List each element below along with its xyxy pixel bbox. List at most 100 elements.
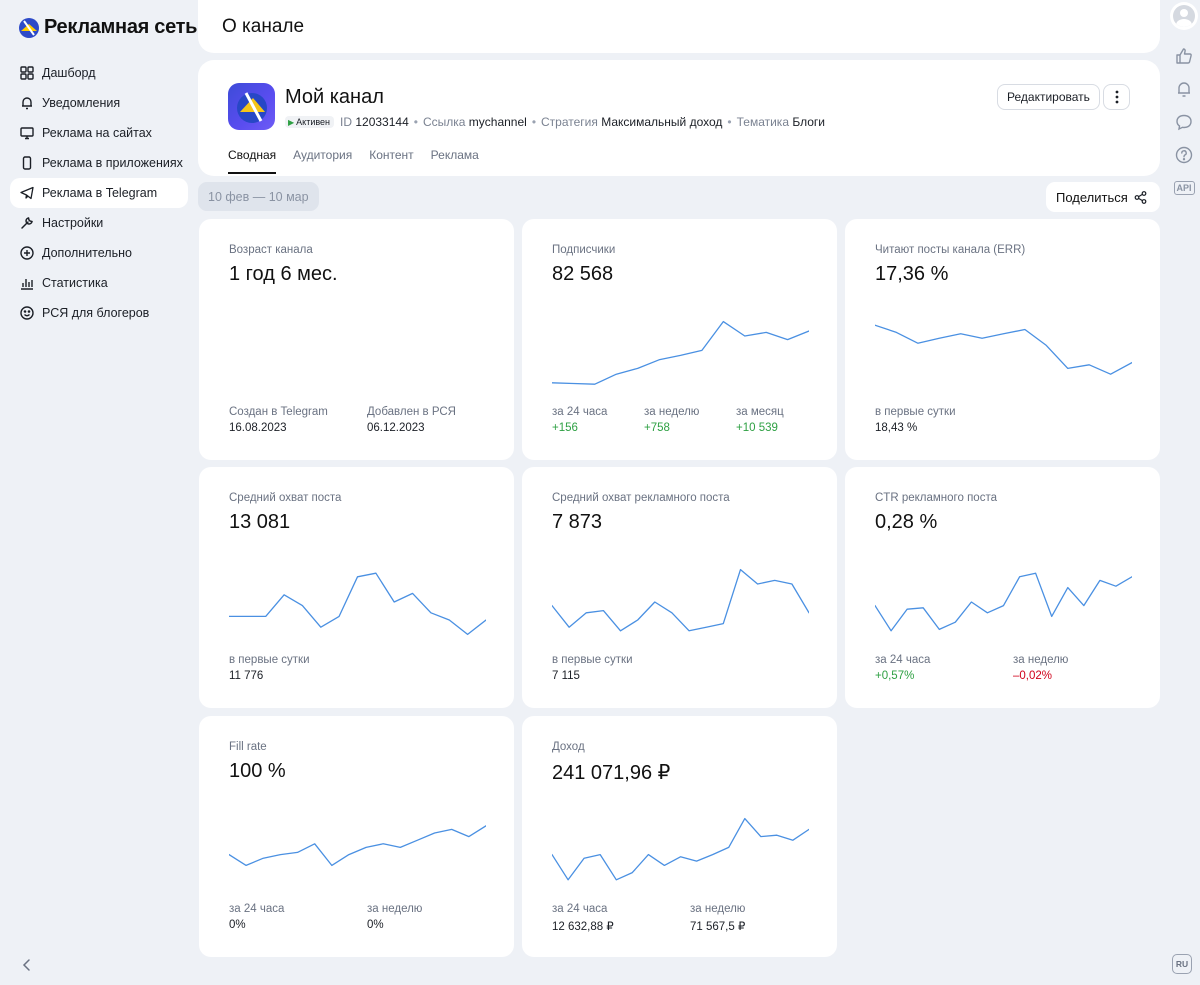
stat-value: +10 539 [736,422,778,434]
stat-value: +758 [644,422,670,434]
chat-icon[interactable] [1174,112,1194,132]
link-value[interactable]: mychannel [468,115,527,129]
stat-value: 71 567,5 ₽ [690,921,746,933]
stat-first-day: в первые сутки 11 776 [229,654,310,682]
sidebar-item-label: Дополнительно [42,246,132,260]
sidebar-item-label: Уведомления [42,96,121,110]
stat-value: 11 776 [229,670,264,682]
bell-icon[interactable] [1174,79,1194,99]
fill-rate-sparkline [229,825,486,867]
api-icon[interactable]: API [1173,178,1195,198]
stat-value: 0% [367,919,384,931]
sidebar-item-statistics[interactable]: Статистика [10,268,188,298]
like-icon[interactable] [1174,46,1194,66]
smile-icon [20,306,34,320]
channel-tabs: Сводная Аудитория Контент Реклама [228,148,479,174]
stat-value: 18,43 % [875,422,918,434]
card-label: Возраст канала [229,244,313,256]
stat-first-day: в первые сутки 7 115 [552,654,633,682]
stat-week: за неделю 71 567,5 ₽ [690,903,745,933]
stat-24h: за 24 часа +156 [552,406,644,434]
language-switcher[interactable]: RU [1172,954,1192,974]
status-label: Активен [296,117,331,127]
sidebar-item-settings[interactable]: Настройки [10,208,188,238]
sidebar-nav: Дашборд Уведомления Реклама на сайтах Ре… [10,58,188,328]
ctr-sparkline [875,572,1132,632]
id-value: 12033144 [355,115,409,129]
sidebar-item-more[interactable]: Дополнительно [10,238,188,268]
stat-label: за неделю [644,406,700,418]
sidebar-item-label: Реклама на сайтах [42,126,152,140]
sidebar-item-dashboard[interactable]: Дашборд [10,58,188,88]
card-value: 100 % [229,760,286,782]
help-icon[interactable] [1174,145,1194,165]
date-range-picker[interactable]: 10 фев — 10 мар [198,182,319,211]
stat-24h: за 24 часа 0% [229,903,367,931]
sparkline-path [875,572,1132,632]
stat-label: в первые сутки [552,654,633,666]
stat-week: за неделю 0% [367,903,422,931]
stat-value: 16.08.2023 [229,422,287,434]
stat-value: 7 115 [552,670,580,682]
plus-circle-icon [20,246,34,260]
subscribers-sparkline [552,320,809,385]
stat-label: за 24 часа [552,406,608,418]
collapse-sidebar-icon[interactable] [18,956,36,974]
card-income: Доход 241 071,96 ₽ за 24 часа 12 632,88 … [522,716,837,957]
tab-summary[interactable]: Сводная [228,148,277,174]
stat-week: за неделю +758 [644,406,736,434]
sidebar-item-bloggers[interactable]: РСЯ для блогеров [10,298,188,328]
page-header: О канале [198,0,1160,53]
sidebar-item-label: РСЯ для блогеров [42,306,150,320]
stat-value: –0,02% [1013,670,1053,682]
share-label: Поделиться [1056,189,1128,205]
sparkline-path [875,324,1132,375]
card-stats: в первые сутки 7 115 [552,654,633,682]
sidebar-item-telegram[interactable]: Реклама в Telegram [10,178,188,208]
card-label: Подписчики [552,244,616,256]
err-sparkline [875,324,1132,375]
stat-label: Добавлен в РСЯ [367,406,456,418]
avatar[interactable] [1170,2,1198,30]
sparkline-path [229,825,486,867]
share-icon [1134,190,1147,204]
card-subscribers: Подписчики 82 568 за 24 часа +156 за нед… [522,219,837,460]
stat-value: 0% [229,919,246,931]
dashboard-icon [20,66,34,80]
separator: • [413,115,418,129]
sparkline-path [229,572,486,636]
tab-content[interactable]: Контент [369,148,414,162]
card-err: Читают посты канала (ERR) 17,36 % в перв… [845,219,1160,460]
stat-value: 12 632,88 ₽ [552,921,614,933]
logo[interactable]: Рекламная сеть [18,16,197,39]
stat-label: за неделю [1013,654,1069,666]
more-button[interactable] [1103,84,1130,110]
card-label: Fill rate [229,741,267,753]
id-label: ID [340,115,353,129]
share-button[interactable]: Поделиться [1046,182,1160,212]
sidebar-item-sites[interactable]: Реклама на сайтах [10,118,188,148]
stat-label: за 24 часа [229,903,285,915]
income-sparkline [552,817,809,881]
stat-added: Добавлен в РСЯ 06.12.2023 [367,406,456,434]
card-stats: в первые сутки 11 776 [229,654,310,682]
card-ctr: CTR рекламного поста 0,28 % за 24 часа +… [845,467,1160,708]
ad-reach-sparkline [552,568,809,632]
strategy-value: Максимальный доход [601,115,723,129]
tab-audience[interactable]: Аудитория [293,148,353,162]
user-avatar-icon [1173,5,1195,27]
channel-meta: ▶ Активен ID 12033144 • Ссылка mychannel… [285,115,825,129]
stat-label: за неделю [367,903,423,915]
tab-ads[interactable]: Реклама [430,148,479,162]
sidebar-item-apps[interactable]: Реклама в приложениях [10,148,188,178]
card-label: CTR рекламного поста [875,492,997,504]
separator: • [727,115,732,129]
edit-button[interactable]: Редактировать [997,84,1100,110]
sidebar-item-label: Реклама в Telegram [42,186,158,200]
stat-label: за месяц [736,406,784,418]
card-stats: за 24 часа +0,57% за неделю –0,02% [875,654,1068,682]
stat-label: в первые сутки [229,654,310,666]
wrench-icon [20,216,34,230]
sidebar-item-notifications[interactable]: Уведомления [10,88,188,118]
channel-card: Мой канал ▶ Активен ID 12033144 • Ссылка… [198,60,1160,176]
